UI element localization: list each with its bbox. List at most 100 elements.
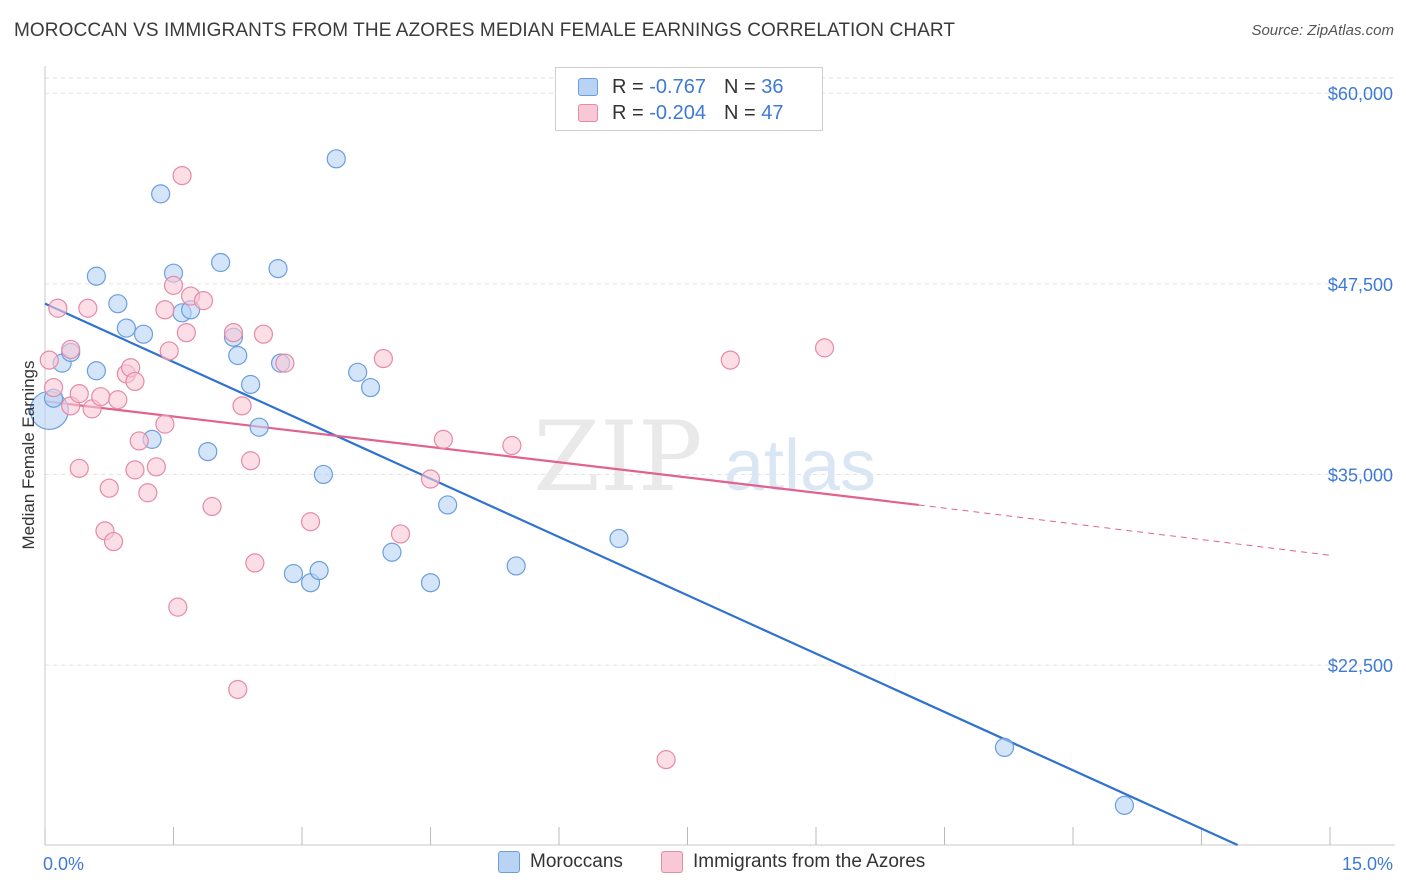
azores-point (43, 377, 64, 398)
azores-point (138, 483, 158, 503)
moroccans-point (268, 259, 288, 279)
azores-point (232, 396, 252, 416)
x-tick-label: 0.0% (43, 854, 84, 874)
correlation-legend: R = -0.767 N = 36 R = -0.204 N = 47 (555, 67, 823, 131)
azores-point (125, 460, 145, 480)
data-points (29, 149, 1135, 815)
legend-label-moroccans: Moroccans (530, 851, 623, 872)
moroccans-point (1114, 795, 1135, 815)
y-tick-label: $22,500 (1328, 656, 1393, 676)
azores-point (275, 353, 295, 373)
azores-point (69, 384, 89, 404)
legend-row-moroccans: R = -0.767 N = 36 (578, 75, 783, 99)
legend-swatch-pink (661, 851, 683, 873)
azores-point (433, 429, 453, 449)
tick-labels: $22,500 $35,000 $47,500 $60,000 0.0% 15.0% (43, 84, 1393, 874)
azores-point (39, 350, 59, 370)
azores-point (61, 339, 81, 360)
legend-n-label: N = (723, 101, 756, 124)
legend-item-azores: Immigrants from the Azores (661, 851, 925, 873)
legend-swatch-pink (578, 104, 598, 122)
moroccans-point (108, 294, 128, 314)
legend-swatch-blue (578, 78, 598, 96)
azores-point (155, 300, 175, 320)
azores-point (78, 298, 98, 318)
y-tick-label: $35,000 (1328, 465, 1393, 485)
azores-trend-line (44, 400, 919, 507)
azores-trend-extension (918, 504, 1331, 556)
azores-point (814, 338, 835, 358)
azores-point (91, 387, 111, 407)
series-legend: Moroccans Immigrants from the Azores (0, 851, 1406, 877)
azores-point (146, 457, 166, 477)
legend-label-azores: Immigrants from the Azores (693, 851, 926, 872)
watermark-zip: ZIP (533, 401, 702, 513)
moroccans-point (241, 374, 261, 395)
moroccans-point (249, 417, 269, 437)
legend-r-value: -0.204 (649, 101, 706, 124)
moroccans-point (86, 361, 107, 381)
moroccans-point (360, 377, 381, 398)
trend-lines (44, 302, 1331, 847)
legend-n-label: N = (723, 75, 756, 98)
axes (44, 66, 1395, 846)
legend-row-azores: R = -0.204 N = 47 (578, 101, 783, 125)
azores-point (223, 323, 244, 343)
azores-point (168, 597, 188, 617)
chart-title: MOROCCAN VS IMMIGRANTS FROM THE AZORES M… (14, 20, 956, 41)
moroccans-point (420, 573, 441, 593)
legend-n-value: 47 (761, 101, 784, 124)
azores-point (48, 298, 68, 318)
azores-point (125, 371, 145, 392)
moroccans-point (313, 464, 334, 485)
moroccans-point (382, 542, 402, 562)
legend-r-label: R = (612, 101, 644, 124)
moroccans-point (506, 556, 526, 576)
grid-lines (45, 77, 1395, 666)
watermark-atlas: atlas (724, 426, 876, 506)
x-tick-label: 15.0% (1342, 854, 1393, 874)
moroccans-point (438, 495, 458, 515)
watermark: ZIP atlas (533, 401, 876, 513)
moroccans-point (86, 266, 107, 286)
moroccans-point (348, 362, 368, 382)
moroccans-point (309, 560, 329, 581)
moroccans-point (994, 737, 1015, 758)
azores-point (241, 451, 261, 471)
azores-point (163, 275, 184, 295)
y-axis-label: Median Female Earnings (19, 361, 38, 550)
azores-point (502, 435, 522, 456)
azores-point (245, 553, 265, 573)
moroccans-point (228, 345, 248, 366)
legend-item-moroccans: Moroccans (498, 851, 623, 873)
azores-point (390, 524, 411, 544)
azores-point (108, 390, 128, 410)
azores-point (656, 750, 676, 770)
azores-point (228, 679, 248, 700)
azores-point (103, 531, 124, 552)
moroccans-trend-line (44, 302, 1239, 847)
azores-point (155, 414, 175, 434)
azores-point (176, 323, 196, 343)
moroccans-point (198, 441, 218, 462)
azores-point (69, 458, 89, 478)
azores-point (129, 431, 149, 451)
legend-n-value: 36 (761, 75, 784, 98)
azores-point (300, 512, 321, 532)
moroccans-point (211, 252, 231, 273)
azores-point (159, 341, 179, 361)
moroccans-point (151, 184, 171, 204)
source-label: Source: ZipAtlas.com (1251, 22, 1394, 39)
azores-point (172, 165, 192, 186)
azores-point (720, 350, 740, 370)
legend-r-value: -0.767 (649, 75, 706, 98)
azores-point (193, 291, 214, 311)
y-tick-label: $47,500 (1328, 275, 1393, 295)
moroccans-point (116, 318, 136, 338)
y-tick-label: $60,000 (1328, 84, 1393, 104)
azores-point (373, 348, 393, 369)
azores-point (202, 496, 222, 517)
moroccans-point (326, 149, 346, 169)
azores-point (420, 469, 441, 489)
